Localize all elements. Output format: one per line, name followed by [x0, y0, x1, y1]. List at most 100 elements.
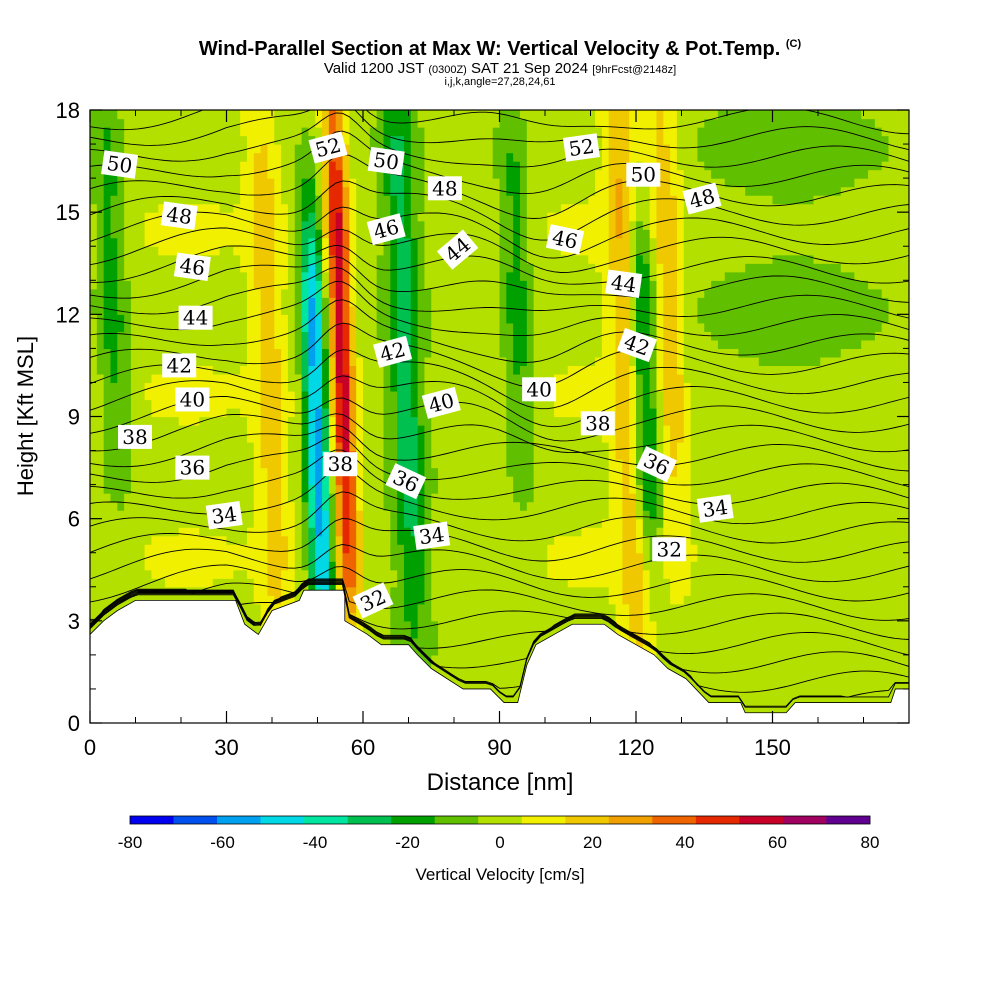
chart-title: Wind-Parallel Section at Max W: Vertical…	[198, 38, 802, 60]
w-cell	[813, 501, 821, 511]
w-cell	[820, 663, 828, 673]
w-cell	[554, 476, 562, 486]
w-cell	[636, 407, 644, 418]
w-cell	[349, 569, 357, 579]
w-cell	[833, 544, 842, 554]
w-cell	[124, 450, 132, 460]
w-cell	[854, 663, 862, 673]
w-cell	[799, 518, 808, 528]
w-cell	[786, 654, 794, 664]
w-cell	[615, 390, 623, 401]
w-cell	[281, 535, 289, 545]
w-cell	[642, 399, 651, 409]
w-cell	[888, 476, 896, 486]
w-cell	[806, 382, 815, 392]
w-cell	[547, 476, 555, 486]
w-cell	[786, 382, 794, 392]
w-cell	[615, 612, 623, 622]
w-cell	[868, 671, 876, 682]
w-cell	[479, 416, 487, 426]
w-cell	[711, 603, 719, 613]
w-cell	[670, 654, 678, 664]
w-cell	[738, 654, 746, 664]
w-cell	[547, 518, 555, 528]
w-cell	[868, 578, 876, 588]
w-cell	[765, 493, 774, 503]
w-cell	[806, 373, 815, 384]
w-cell	[799, 688, 808, 699]
w-cell	[622, 586, 630, 596]
w-cell	[363, 527, 371, 537]
w-cell	[895, 484, 903, 494]
w-cell	[567, 535, 576, 545]
w-cell	[192, 578, 200, 588]
w-cell	[874, 680, 883, 690]
w-cell	[752, 646, 760, 656]
w-cell	[185, 373, 193, 384]
w-cell	[540, 578, 548, 588]
w-cell	[895, 586, 903, 596]
w-cell	[281, 569, 289, 579]
w-cell	[724, 467, 733, 477]
w-cell	[90, 569, 98, 579]
w-cell	[376, 373, 385, 384]
w-cell	[738, 663, 746, 673]
w-cell	[567, 544, 576, 554]
w-cell	[328, 399, 337, 409]
w-cell	[820, 544, 828, 554]
w-cell	[124, 595, 132, 605]
w-cell	[670, 433, 678, 443]
w-cell	[881, 629, 890, 639]
w-cell	[792, 527, 801, 537]
w-cell	[322, 442, 330, 452]
w-cell	[847, 595, 855, 605]
w-cell	[294, 501, 303, 511]
w-cell	[287, 561, 296, 571]
w-cell	[745, 544, 753, 554]
w-cell	[533, 467, 542, 477]
w-cell	[833, 527, 842, 537]
w-cell	[90, 382, 98, 392]
w-cell	[731, 382, 739, 392]
w-cell	[424, 612, 432, 622]
w-cell	[130, 484, 139, 494]
w-cell	[786, 510, 794, 520]
w-cell	[485, 629, 494, 639]
w-cell	[513, 467, 521, 477]
w-cell	[717, 603, 726, 613]
w-cell	[253, 612, 262, 622]
w-cell	[786, 535, 794, 545]
w-cell	[151, 373, 159, 384]
w-cell	[479, 527, 487, 537]
w-cell	[472, 561, 480, 571]
w-cell	[363, 467, 371, 477]
w-cell	[670, 663, 678, 673]
w-cell	[130, 569, 139, 579]
w-cell	[895, 654, 903, 664]
w-cell	[745, 476, 753, 486]
w-cell	[601, 510, 610, 520]
w-cell	[192, 433, 200, 443]
w-cell	[847, 578, 855, 588]
w-cell	[690, 620, 699, 630]
w-cell	[656, 603, 664, 613]
w-cell	[363, 373, 371, 384]
w-cell	[704, 612, 712, 622]
w-cell	[840, 467, 849, 477]
w-cell	[472, 595, 480, 605]
w-cell	[492, 407, 501, 418]
w-cell	[485, 612, 494, 622]
w-cell	[110, 390, 118, 401]
w-cell	[165, 433, 173, 443]
w-cell	[274, 442, 282, 452]
w-cell	[328, 390, 337, 401]
w-cell	[765, 663, 774, 673]
w-cell	[390, 595, 398, 605]
w-cell	[895, 671, 903, 682]
w-cell	[683, 527, 692, 537]
w-cell	[895, 459, 903, 469]
w-cell	[137, 561, 146, 571]
w-cell	[171, 510, 180, 520]
w-cell	[827, 671, 835, 682]
w-cell	[533, 586, 542, 596]
